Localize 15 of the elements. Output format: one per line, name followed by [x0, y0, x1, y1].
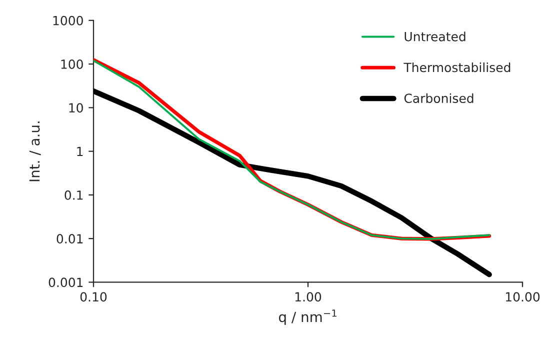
legend-label: Thermostabilised [404, 62, 510, 72]
legend-label: Carbonised [404, 93, 474, 104]
x-tick-label: 10.00 [506, 292, 540, 302]
y-tick-label: 0.1 [64, 190, 83, 200]
y-tick-label: 0.01 [56, 234, 83, 244]
y-axis-title: Int. / a.u. [29, 122, 41, 182]
y-tick-label: 10 [69, 103, 83, 113]
x-tick-label: 1.00 [295, 292, 322, 302]
y-tick-label: 0.001 [48, 278, 83, 288]
x-tick-label: 0.10 [80, 292, 107, 302]
y-tick-label: 1000 [53, 16, 83, 26]
y-tick-label: 100 [61, 60, 83, 69]
y-tick-label: 1 [77, 146, 83, 156]
x-axis-title: q / nm$^{−1}$ [278, 310, 336, 325]
legend-label: Untreated [404, 32, 466, 42]
